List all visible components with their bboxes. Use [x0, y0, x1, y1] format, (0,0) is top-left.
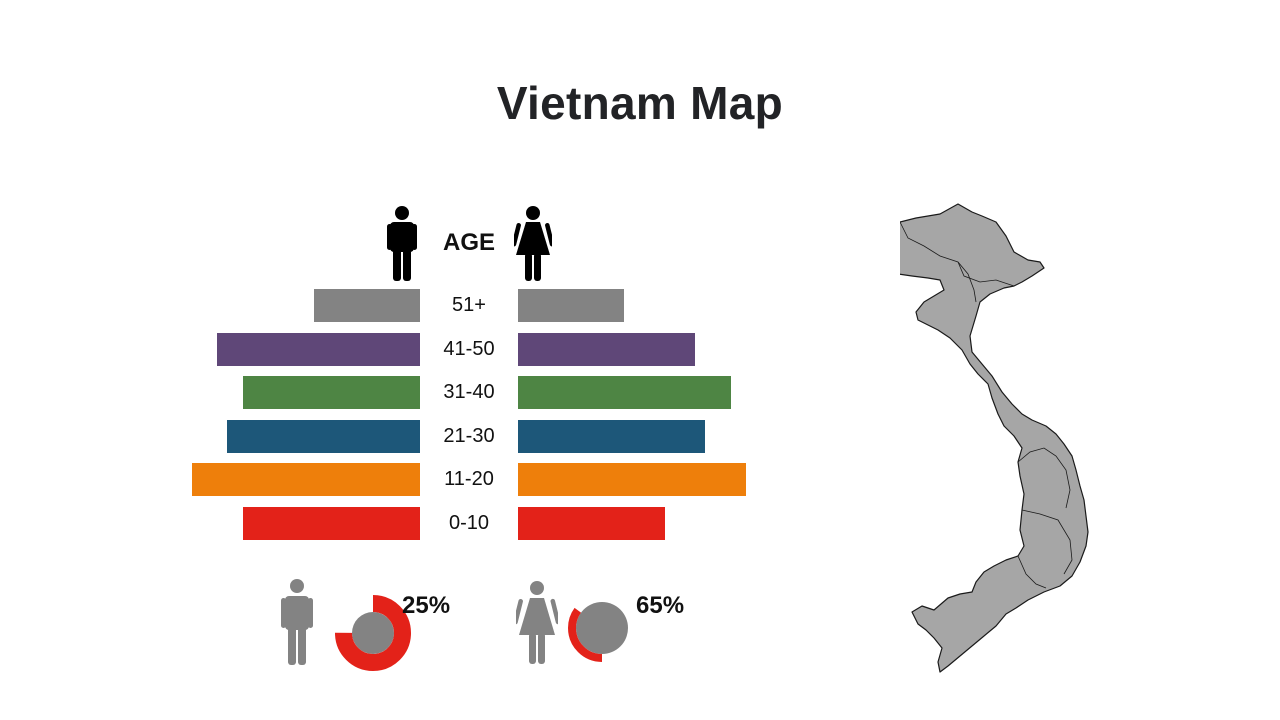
- age-category-label: 41-50: [443, 337, 495, 360]
- age-header: AGE: [442, 229, 495, 256]
- vietnam-map: [900, 203, 1089, 673]
- male-bar-41-50: [217, 332, 420, 366]
- male-percentage-label: 25%: [402, 592, 451, 619]
- male-donut-center: [352, 612, 394, 654]
- age-category-label: 51+: [452, 294, 486, 316]
- age-category-label: 11-20: [444, 468, 494, 491]
- male-person-icon: [387, 206, 417, 281]
- female-donut-ring: [568, 594, 636, 662]
- age-category-label: 31-40: [443, 381, 495, 404]
- page-title: Vietnam Map: [496, 77, 784, 129]
- female-donut-chart: [568, 594, 636, 662]
- male-bar-0-10: [242, 507, 420, 540]
- age-category-label: 21-30: [443, 424, 495, 447]
- female-bar-51+: [518, 289, 625, 322]
- age-category-label: 0-10: [448, 512, 490, 534]
- female-bar-21-30: [518, 419, 706, 453]
- male-bar-31-40: [242, 376, 420, 410]
- male-bar-11-20: [192, 463, 420, 497]
- male-bar-51+: [313, 289, 420, 322]
- female-percentage-label: 65%: [636, 592, 685, 619]
- female-bar-41-50: [518, 332, 696, 366]
- female-bar-31-40: [518, 376, 731, 410]
- male-donut-chart: [335, 595, 411, 671]
- female-bar-0-10: [518, 507, 665, 540]
- vietnam-map-outline: [900, 203, 1089, 673]
- male-person-icon: [281, 579, 313, 665]
- female-bar-11-20: [518, 463, 746, 497]
- female-person-icon: [514, 206, 552, 281]
- female-donut-center: [576, 602, 628, 654]
- male-bar-21-30: [227, 419, 420, 453]
- male-donut-ring: [335, 595, 411, 671]
- female-person-icon: [516, 581, 558, 664]
